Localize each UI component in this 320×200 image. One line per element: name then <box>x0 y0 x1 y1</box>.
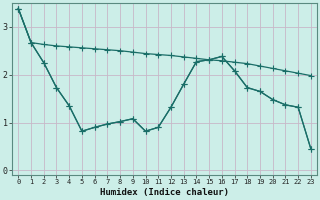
X-axis label: Humidex (Indice chaleur): Humidex (Indice chaleur) <box>100 188 229 197</box>
